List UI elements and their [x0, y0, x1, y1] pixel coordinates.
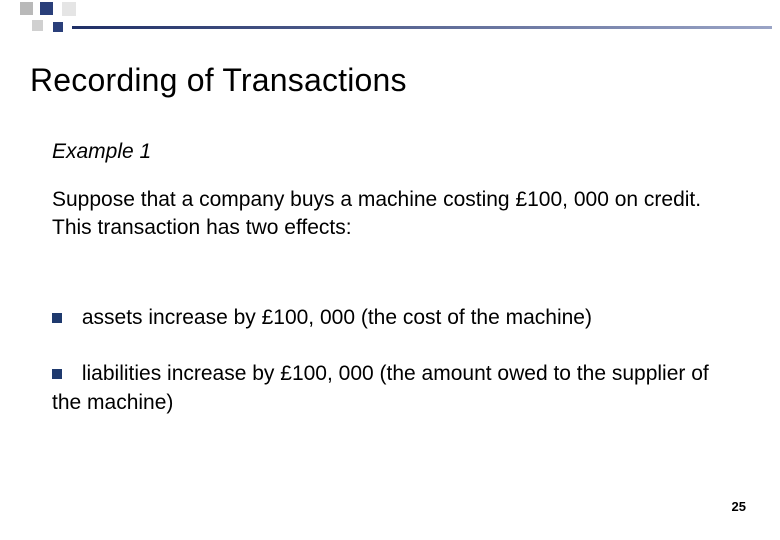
decor-square: [40, 2, 53, 15]
list-item: assets increase by £100, 000 (the cost o…: [52, 304, 712, 332]
list-item: liabilities increase by £100, 000 (the a…: [52, 360, 712, 417]
example-label: Example 1: [52, 140, 151, 164]
decor-square: [62, 2, 76, 16]
slide-title: Recording of Transactions: [30, 62, 407, 99]
header-decoration: [0, 0, 780, 30]
bullet-text: liabilities increase by £100, 000 (the a…: [52, 362, 709, 413]
header-rule: [72, 26, 772, 29]
decor-square: [53, 22, 63, 32]
square-bullet-icon: [52, 313, 62, 323]
square-bullet-icon: [52, 369, 62, 379]
bullet-text: assets increase by £100, 000 (the cost o…: [82, 306, 592, 329]
bullet-list: assets increase by £100, 000 (the cost o…: [52, 304, 712, 445]
page-number: 25: [732, 499, 746, 514]
intro-paragraph: Suppose that a company buys a machine co…: [52, 186, 702, 243]
decor-square: [20, 2, 33, 15]
decor-square: [32, 20, 43, 31]
